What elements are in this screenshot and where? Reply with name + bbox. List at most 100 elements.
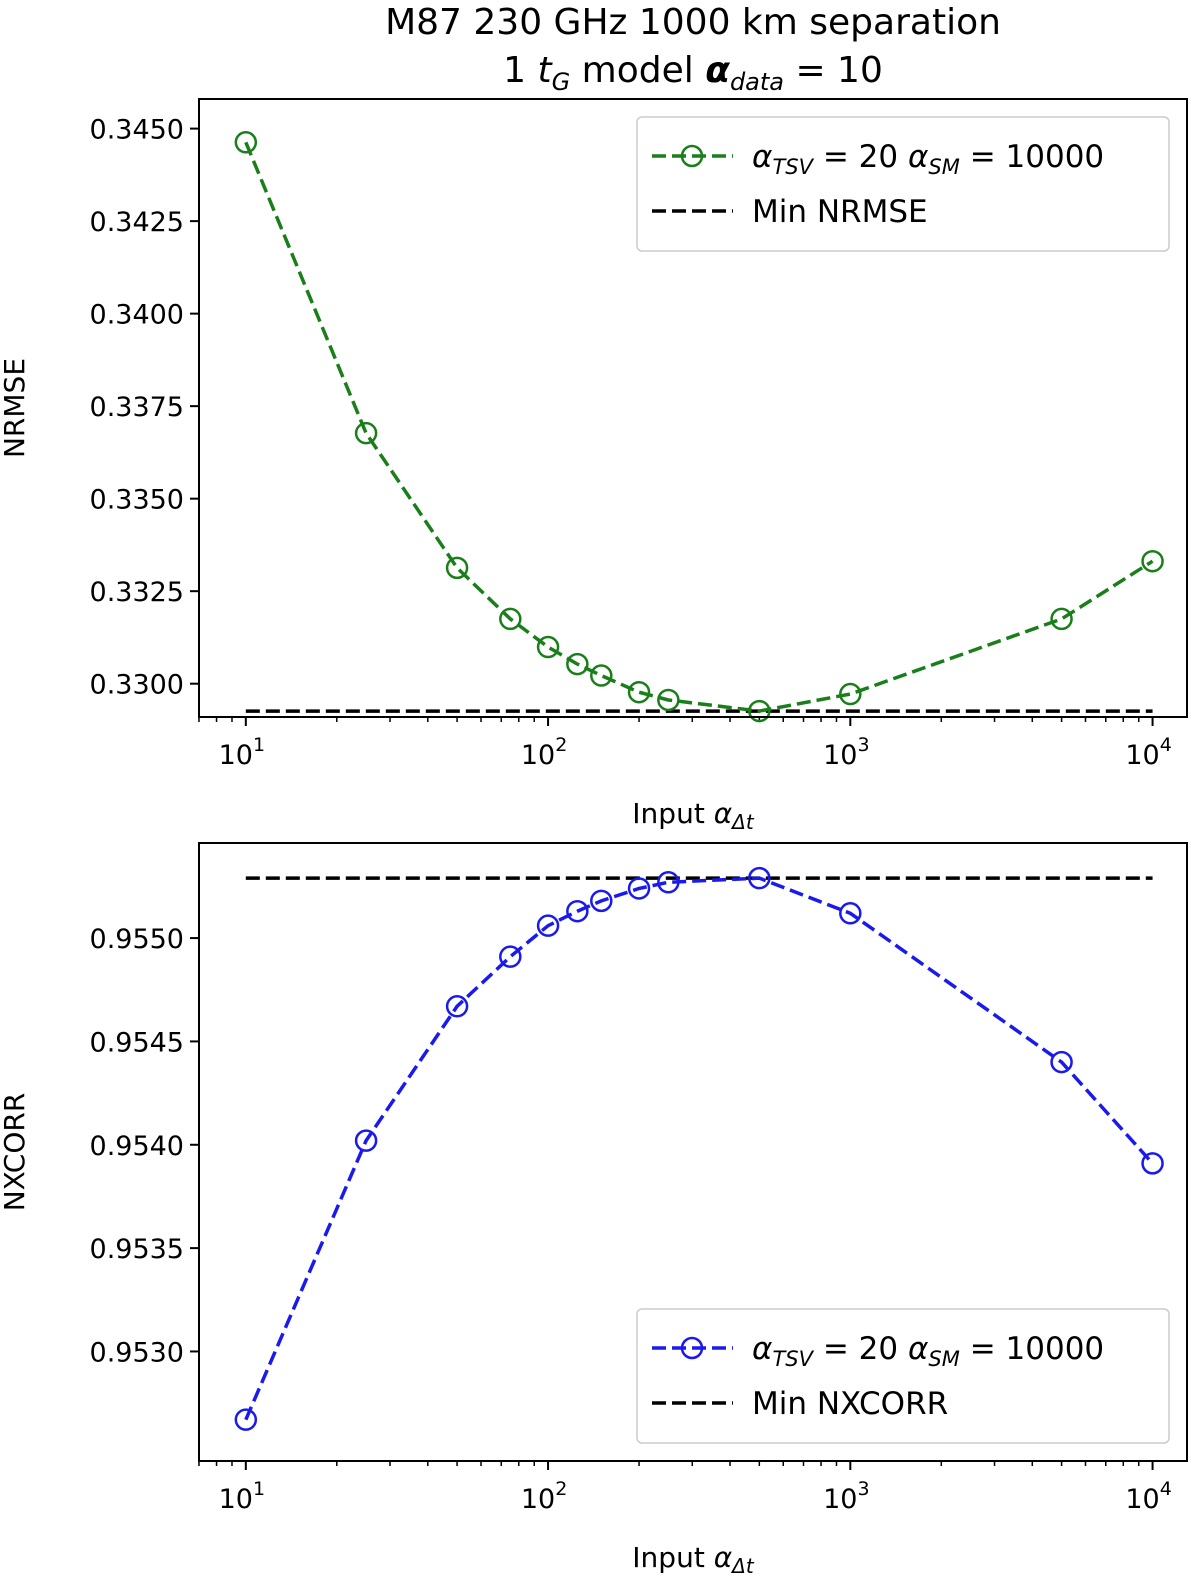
data-point [1050, 1050, 1073, 1074]
x-tick-label-exponent: 3 [857, 1478, 869, 1500]
y-tick-label: 0.3350 [90, 485, 184, 516]
data-point [590, 889, 613, 913]
data-point [657, 871, 680, 894]
y-axis-label: NRMSE [0, 358, 31, 458]
data-point [536, 914, 560, 937]
y-tick-label: 0.9535 [90, 1234, 184, 1265]
legend-tsv-value: = 20 [813, 139, 908, 175]
x-tick-label: 101 [219, 1478, 265, 1515]
title-line-2: 1 tG model αdata = 10 [503, 50, 883, 96]
x-tick-label-exponent: 1 [253, 734, 265, 756]
title-t-subscript: G [552, 68, 571, 96]
y-tick-label: 0.3325 [90, 577, 184, 608]
y-tick-label: 0.3425 [90, 207, 184, 238]
x-axis-label-alpha: α [714, 797, 733, 830]
y-tick-label: 0.9545 [90, 1027, 184, 1058]
x-axis-label-alpha: α [714, 1541, 733, 1574]
title-line-2-suffix: = 10 [784, 50, 883, 91]
data-point [627, 680, 651, 704]
data-point [566, 652, 589, 676]
x-axis-label: Input αΔt [632, 1541, 755, 1578]
legend-series-marker [680, 1336, 704, 1360]
x-tick-label: 101 [219, 734, 265, 771]
data-point [1050, 607, 1073, 631]
data-point [234, 131, 258, 154]
x-tick-label-exponent: 4 [1160, 1478, 1172, 1500]
x-tick-label-exponent: 2 [555, 734, 567, 756]
x-tick-label-exponent: 1 [253, 1478, 265, 1500]
title-line-2-mid: model [570, 50, 705, 91]
x-tick-label-base: 10 [1125, 740, 1159, 771]
legend-tsv-subscript: TSV [772, 155, 814, 179]
y-tick-label: 0.9550 [90, 924, 184, 955]
x-tick-label-base: 10 [219, 740, 253, 771]
x-tick-label-base: 10 [521, 1484, 555, 1515]
x-tick-label-base: 10 [521, 740, 555, 771]
legend-min-label: Min NXCORR [752, 1386, 948, 1422]
title-line-1: M87 230 GHz 1000 km separation [385, 2, 1001, 43]
nxcorr-panel: 101 102 103 1040.95300.95350.95400.95450.95… [0, 842, 1188, 1578]
legend-tsv-subscript: TSV [772, 1347, 814, 1371]
legend-box [636, 1308, 1170, 1444]
x-tick-label-base: 10 [823, 1484, 857, 1515]
y-axis-label: NXCORR [0, 1093, 31, 1212]
x-tick-label: 103 [823, 734, 869, 771]
data-point [839, 902, 862, 925]
plot-frame [198, 842, 1188, 1462]
data-point [1141, 1152, 1164, 1175]
legend-alpha-tsv: α [752, 139, 772, 175]
legend-min-label: Min NRMSE [752, 194, 928, 230]
x-axis-label-subscript: Δt [730, 810, 755, 834]
legend-alpha-tsv: α [752, 1331, 772, 1367]
data-point [748, 866, 771, 890]
x-tick-label-base: 10 [219, 1484, 253, 1515]
y-tick-label: 0.9540 [90, 1131, 184, 1162]
x-tick-label: 104 [1125, 734, 1171, 771]
data-point [445, 556, 469, 580]
x-tick-label-base: 10 [823, 740, 857, 771]
series-line [244, 876, 1154, 1421]
x-tick-label: 102 [521, 1478, 567, 1515]
y-tick-label: 0.3400 [90, 300, 184, 331]
y-tick-label: 0.3450 [90, 115, 184, 146]
data-point [627, 877, 651, 900]
x-tick-label-exponent: 3 [857, 734, 869, 756]
legend-series-label: αTSV = 20 αSM = 10000 [752, 139, 1104, 179]
title-t-symbol: t [537, 50, 553, 91]
data-point [499, 607, 522, 631]
data-point [1141, 549, 1164, 573]
x-axis-label-prefix: Input [632, 1541, 713, 1574]
title-line-2-prefix: 1 [503, 50, 537, 91]
plot-frame [198, 98, 1188, 718]
title-alpha-subscript: data [730, 68, 784, 96]
data-point [657, 688, 680, 712]
legend-series-marker [680, 144, 704, 168]
legend-sm-value: = 10000 [960, 139, 1104, 175]
x-tick-label-base: 10 [1125, 1484, 1159, 1515]
data-point [748, 699, 771, 723]
y-tick-label: 0.3300 [90, 670, 184, 701]
data-point [536, 635, 560, 659]
y-tick-label: 0.9530 [90, 1337, 184, 1368]
x-axis-label-subscript: Δt [730, 1554, 755, 1578]
legend-alpha-sm: α [908, 139, 928, 175]
data-point [590, 664, 613, 687]
x-tick-label: 104 [1125, 1478, 1171, 1515]
legend-series-label: αTSV = 20 αSM = 10000 [752, 1331, 1104, 1371]
legend-sm-value: = 10000 [960, 1331, 1104, 1367]
legend-alpha-sm: α [908, 1331, 928, 1367]
x-tick-label: 103 [823, 1478, 869, 1515]
legend-sm-subscript: SM [928, 1347, 959, 1371]
x-tick-label-exponent: 4 [1160, 734, 1172, 756]
legend-sm-subscript: SM [928, 155, 959, 179]
y-tick-label: 0.3375 [90, 392, 184, 423]
nrmse-panel: 101 102 103 1040.33000.33250.33500.33750.34… [0, 98, 1188, 834]
x-axis-label: Input αΔt [632, 797, 755, 834]
data-point [839, 682, 862, 706]
x-axis-label-prefix: Input [632, 797, 713, 830]
legend-tsv-value: = 20 [813, 1331, 908, 1367]
data-point [354, 421, 378, 445]
data-point [354, 1129, 378, 1152]
